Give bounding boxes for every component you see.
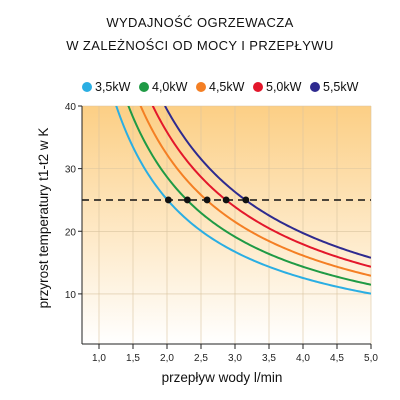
series-layer xyxy=(115,106,371,295)
legend: 3,5kW 4,0kW 4,5kW 5,0kW 5,5kW xyxy=(82,80,359,94)
y-tick-labels: 10 20 30 40 xyxy=(65,102,82,301)
legend-label: 5,0kW xyxy=(266,80,302,94)
intersection-point xyxy=(184,196,191,204)
x-tick-label: 5,0 xyxy=(364,353,378,364)
x-axis-label: przepływ wody l/min xyxy=(162,370,283,385)
x-tick-label: 1,5 xyxy=(126,353,140,364)
legend-label: 3,5kW xyxy=(95,80,131,94)
y-axis-label: przyrost temperatury t1-t2 w K xyxy=(36,128,51,309)
legend-label: 5,5kW xyxy=(323,80,359,94)
series-line xyxy=(151,106,371,268)
grid xyxy=(82,105,372,344)
legend-swatch xyxy=(196,82,206,92)
legend-swatch xyxy=(139,82,149,92)
x-tick-label: 4,0 xyxy=(296,353,310,364)
legend-label: 4,5kW xyxy=(209,80,245,94)
x-tick-label: 2,0 xyxy=(160,353,174,364)
y-tick-label: 20 xyxy=(65,227,77,238)
legend-swatch xyxy=(253,82,263,92)
intersection-point xyxy=(222,196,230,204)
intersection-point xyxy=(203,196,211,204)
y-tick-label: 30 xyxy=(65,165,77,176)
series-line xyxy=(115,106,371,295)
x-tick-labels: 1,0 1,5 2,0 2,5 3,0 3,5 4,0 4,5 5,0 xyxy=(92,344,378,364)
y-tick-label: 10 xyxy=(65,290,77,301)
series-line xyxy=(164,106,371,259)
series-line xyxy=(139,106,371,277)
x-tick-label: 2,5 xyxy=(194,353,208,364)
x-tick-label: 1,0 xyxy=(92,353,106,364)
chart-title-line-1: WYDAJNOŚĆ OGRZEWACZA xyxy=(106,15,293,30)
x-tick-label: 3,5 xyxy=(262,353,276,364)
series-line xyxy=(127,106,371,286)
marker-layer xyxy=(164,196,250,204)
intersection-point xyxy=(164,196,172,204)
legend-swatch xyxy=(82,82,92,92)
x-tick-label: 3,0 xyxy=(228,353,242,364)
legend-label: 4,0kW xyxy=(152,80,188,94)
legend-swatch xyxy=(310,82,320,92)
chart-title-line-2: W ZALEŻNOŚCI OD MOCY I PRZEPŁYWU xyxy=(66,38,334,53)
intersection-point xyxy=(242,196,250,204)
plot-background xyxy=(82,106,371,344)
x-tick-label: 4,5 xyxy=(330,353,344,364)
y-tick-label: 40 xyxy=(65,102,77,113)
